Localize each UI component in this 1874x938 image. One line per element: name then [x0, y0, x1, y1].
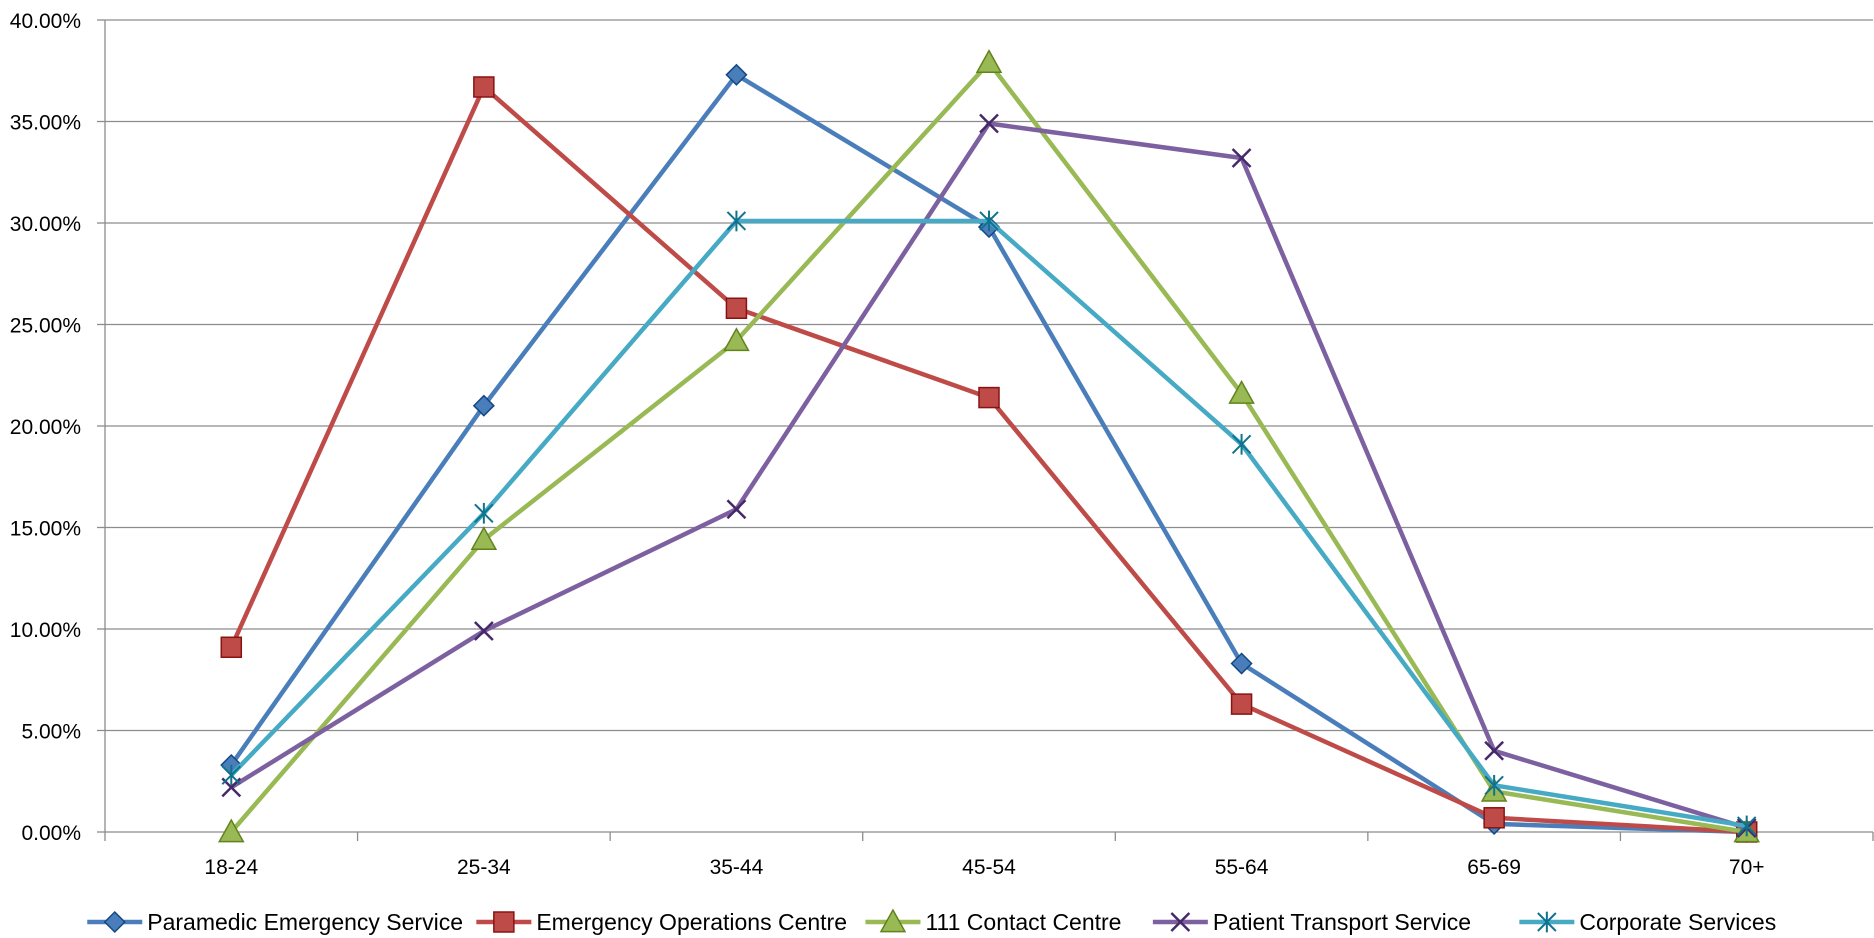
x-tick-label: 65-69	[1467, 856, 1521, 879]
legend-label: 111 Contact Centre	[925, 909, 1121, 935]
legend-label: Emergency Operations Centre	[536, 909, 847, 935]
legend-label: Patient Transport Service	[1213, 909, 1471, 935]
y-tick-label: 20.00%	[10, 416, 81, 439]
series-2	[218, 49, 1760, 843]
data-point-square	[1230, 693, 1253, 715]
legend-label: Corporate Services	[1579, 909, 1776, 935]
data-point-x	[726, 499, 747, 520]
series-1	[220, 76, 1758, 843]
legend-label: Paramedic Emergency Service	[147, 909, 463, 935]
data-point-x	[1231, 148, 1252, 168]
data-point-square	[473, 76, 495, 98]
x-tick-label: 45-54	[962, 856, 1016, 879]
legend-item: Patient Transport Service	[1152, 909, 1471, 935]
axes: 0.00% 5.00% 10.00% 15.00% 20.00% 25.00% 30.00%…	[10, 10, 1874, 879]
data-point-square	[220, 636, 243, 659]
data-point-star	[726, 210, 747, 232]
data-point-x	[473, 621, 494, 641]
x-tick-label: 55-64	[1215, 856, 1269, 879]
x-tick-label: 18-24	[204, 856, 258, 879]
data-point-triangle	[1228, 379, 1255, 404]
y-tick-label: 25.00%	[10, 315, 81, 338]
data-point-triangle	[879, 908, 907, 933]
series-line	[229, 218, 1748, 829]
data-point-triangle	[470, 526, 498, 551]
x-tick-label: 70+	[1729, 856, 1765, 879]
data-point-star	[1537, 911, 1557, 933]
legend-item: Paramedic Emergency Service	[87, 909, 463, 935]
series-line	[229, 72, 1747, 835]
y-tick-label: 35.00%	[10, 112, 81, 135]
series-line	[229, 60, 1748, 835]
data-point-triangle	[975, 49, 1003, 73]
data-point-x	[1484, 740, 1505, 761]
y-tick-label: 30.00%	[10, 213, 81, 236]
x-tick-label: 25-34	[457, 856, 511, 879]
y-tick-label: 5.00%	[21, 721, 81, 744]
legend-item: Emergency Operations Centre	[476, 909, 847, 935]
y-tick-label: 15.00%	[10, 518, 81, 541]
data-point-diamond	[1230, 652, 1253, 675]
data-point-star	[221, 764, 241, 786]
y-tick-label: 10.00%	[10, 619, 81, 642]
data-point-square	[493, 911, 515, 933]
series-4	[221, 210, 1757, 837]
series-line	[229, 84, 1747, 835]
data-point-square	[1483, 807, 1505, 829]
data-point-triangle	[218, 818, 245, 843]
legend: Paramedic Emergency Service Emergency Ope…	[87, 908, 1776, 935]
data-point-triangle	[723, 327, 750, 352]
data-point-star	[1231, 433, 1252, 455]
data-point-square	[978, 386, 1000, 409]
y-tick-label: 40.00%	[10, 10, 81, 33]
data-point-x	[1170, 912, 1191, 932]
data-point-star	[979, 210, 999, 232]
x-tick-label: 35-44	[710, 856, 764, 879]
y-tick-label: 0.00%	[21, 822, 81, 845]
data-point-star	[474, 502, 494, 524]
data-point-star	[1737, 815, 1757, 837]
data-point-diamond	[472, 394, 495, 417]
data-point-x	[979, 113, 999, 134]
legend-item: Corporate Services	[1519, 909, 1776, 935]
data-point-square	[725, 297, 748, 320]
series-0	[220, 63, 1758, 844]
data-point-diamond	[103, 910, 126, 934]
series-3	[221, 113, 1757, 838]
data-point-diamond	[725, 63, 748, 86]
legend-item: 111 Contact Centre	[865, 908, 1121, 935]
series-lines	[218, 49, 1760, 844]
data-point-star	[1484, 774, 1504, 796]
